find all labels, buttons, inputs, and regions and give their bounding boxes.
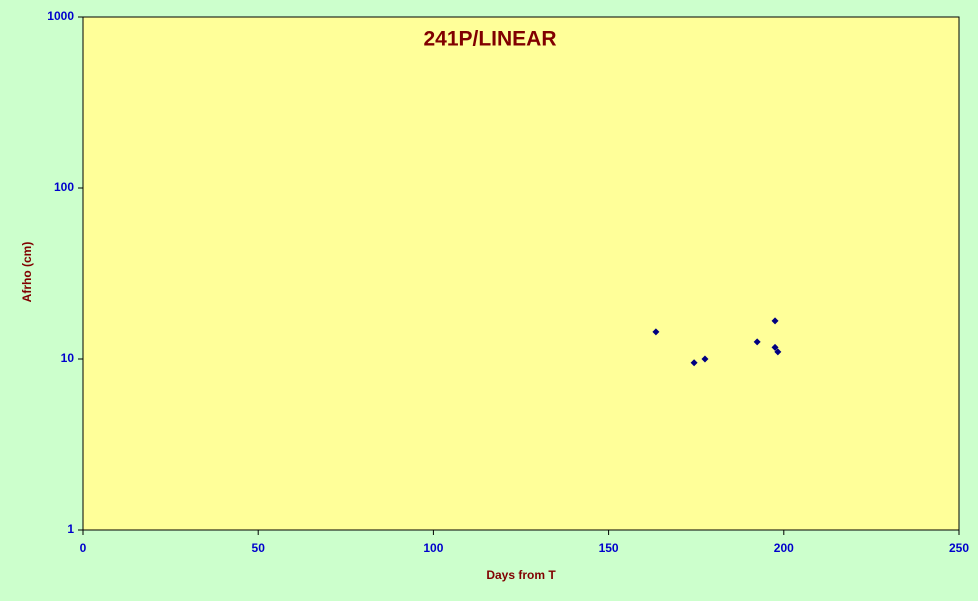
plot-area — [82, 16, 960, 531]
y-tick-label: 100 — [54, 180, 74, 194]
y-tick-label: 1000 — [47, 9, 74, 23]
data-point — [652, 328, 660, 336]
data-point — [753, 338, 761, 346]
y-axis-label: Afrho (cm) — [20, 242, 34, 303]
x-axis-label: Days from T — [486, 568, 556, 582]
y-tick-label: 10 — [61, 351, 75, 365]
data-point — [774, 348, 782, 356]
data-point — [771, 317, 779, 325]
x-tick-label: 150 — [599, 541, 619, 555]
chart-title: 241P/LINEAR — [423, 28, 556, 51]
x-tick-label: 250 — [949, 541, 969, 555]
x-tick-label: 0 — [80, 541, 87, 555]
x-tick-label: 200 — [774, 541, 794, 555]
y-tick-label: 1 — [67, 522, 74, 536]
data-point — [701, 355, 709, 363]
data-point — [771, 343, 779, 351]
x-tick-label: 50 — [252, 541, 266, 555]
x-tick-label: 100 — [423, 541, 443, 555]
data-point — [690, 359, 698, 367]
